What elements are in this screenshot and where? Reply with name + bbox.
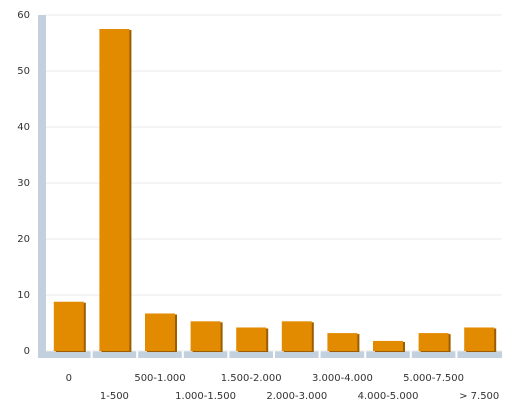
- y-tick-label: 50: [17, 66, 30, 77]
- x-tick-label: 0: [66, 373, 72, 384]
- x-tick-label: 1.500-2.000: [221, 373, 282, 384]
- x-tick-label: 1-500: [100, 391, 129, 402]
- y-tick-label: 30: [17, 178, 30, 189]
- y-tick-label: 40: [17, 122, 30, 133]
- y-axis: [38, 15, 46, 358]
- bar: [327, 333, 358, 351]
- y-tick-label: 20: [17, 234, 30, 245]
- bar: [236, 327, 267, 351]
- bar: [190, 321, 221, 351]
- x-tick-label: 2.000-3.000: [266, 391, 327, 402]
- y-tick-label: 60: [17, 10, 30, 21]
- y-tick-label: 10: [17, 290, 30, 301]
- bar: [464, 327, 495, 351]
- x-tick-label: 4.000-5.000: [358, 391, 419, 402]
- bar: [418, 333, 449, 351]
- bar: [99, 29, 130, 351]
- x-tick-label: 3.000-4.000: [312, 373, 373, 384]
- x-tick-label: 1.000-1.500: [175, 391, 236, 402]
- bar: [281, 321, 312, 351]
- y-tick-label: 0: [24, 346, 30, 357]
- x-tick-label: > 7.500: [459, 391, 499, 402]
- bar: [145, 313, 175, 351]
- bar: [373, 340, 403, 351]
- x-tick-label: 500-1.000: [134, 373, 185, 384]
- x-tick-label: 5.000-7.500: [403, 373, 464, 384]
- x-axis: [38, 351, 502, 358]
- bar: [53, 301, 84, 351]
